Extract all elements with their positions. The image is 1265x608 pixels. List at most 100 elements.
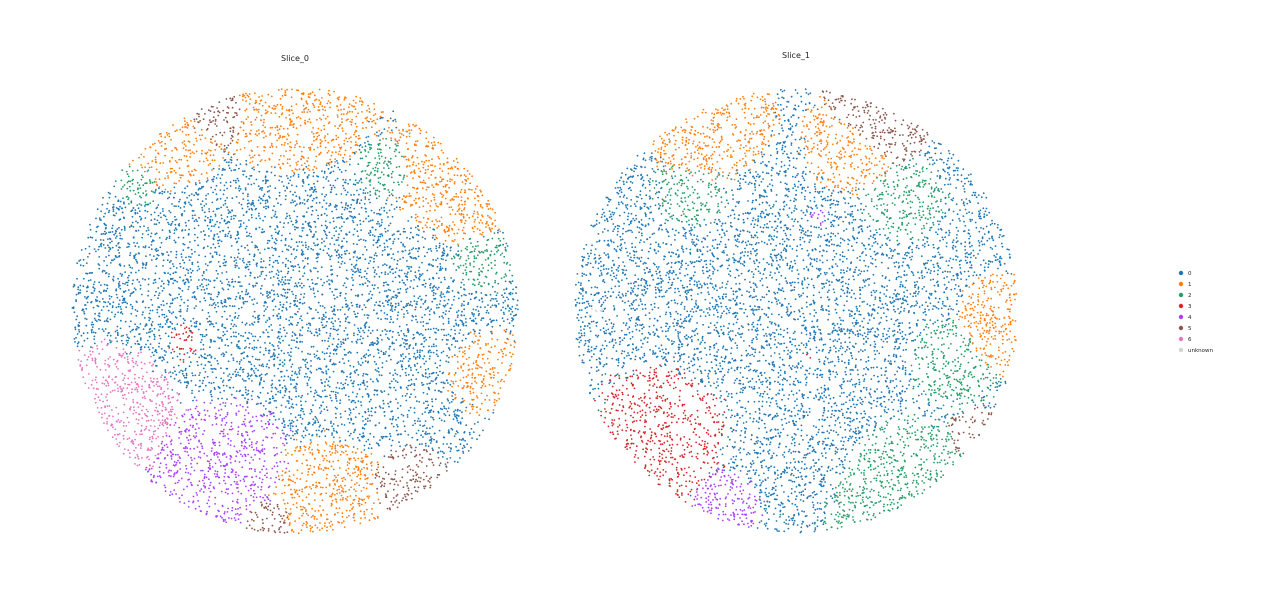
point-cluster-0 [211,219,214,221]
point-cluster-1 [339,154,342,156]
point-cluster-0 [367,232,370,235]
point-cluster-2 [382,184,385,187]
point-cluster-5 [420,477,422,479]
point-cluster-0 [306,384,309,387]
point-cluster-0 [397,238,400,240]
point-cluster-0 [132,279,135,282]
point-cluster-1 [441,170,444,173]
point-cluster-1 [300,93,303,95]
point-cluster-4 [227,492,229,495]
point-cluster-2 [473,260,475,263]
point-cluster-0 [103,260,105,262]
point-cluster-0 [345,277,348,279]
point-cluster-6 [132,401,135,404]
point-cluster-0 [406,273,408,275]
point-cluster-4 [210,450,213,452]
point-cluster-4 [234,460,237,463]
point-cluster-0 [127,274,130,277]
point-cluster-1 [453,181,456,183]
point-cluster-4 [231,509,234,512]
point-cluster-0 [393,342,395,345]
point-cluster-0 [102,298,104,300]
point-cluster-0 [367,215,370,218]
point-cluster-0 [275,406,278,409]
point-cluster-1 [277,89,280,91]
point-cluster-0 [389,271,392,273]
point-cluster-1 [256,134,259,137]
point-cluster-1 [170,138,172,141]
point-cluster-0 [107,343,109,345]
point-cluster-0 [153,218,156,221]
point-cluster-0 [212,167,215,170]
point-cluster-5 [395,450,397,453]
point-cluster-0 [132,236,135,239]
point-cluster-1 [220,143,223,146]
point-cluster-0 [456,311,458,314]
point-cluster-1 [440,224,443,227]
point-cluster-6 [106,422,108,425]
point-cluster-0 [453,460,456,463]
point-cluster-1 [339,104,342,106]
point-cluster-2 [151,181,154,184]
point-cluster-1 [167,177,170,179]
point-cluster-0 [463,304,465,307]
point-cluster-1 [186,159,189,162]
point-cluster-0 [396,424,398,426]
point-cluster-0 [379,117,382,120]
point-cluster-0 [486,324,488,327]
point-cluster-0 [220,377,223,380]
point-cluster-0 [449,383,452,386]
point-cluster-1 [319,145,322,148]
point-cluster-0 [353,431,355,434]
point-cluster-0 [500,309,503,311]
point-cluster-0 [88,245,91,248]
point-cluster-1 [187,140,190,143]
point-cluster-0 [274,187,277,190]
point-cluster-0 [480,319,483,321]
point-cluster-5 [387,473,390,476]
point-cluster-1 [477,343,479,345]
point-cluster-0 [416,321,419,324]
point-cluster-2 [138,203,141,205]
point-cluster-0 [396,230,399,233]
point-cluster-1 [315,481,318,484]
point-cluster-1 [270,95,273,98]
point-cluster-0 [139,225,142,228]
point-cluster-1 [462,213,465,216]
point-cluster-0 [382,402,385,405]
point-cluster-1 [319,505,321,507]
point-cluster-0 [304,241,307,244]
point-cluster-1 [321,527,323,530]
point-cluster-0 [231,319,234,322]
point-cluster-0 [443,299,446,302]
point-cluster-0 [226,278,228,281]
point-cluster-1 [342,497,344,499]
point-cluster-0 [374,368,377,371]
point-cluster-0 [397,274,400,277]
point-cluster-1 [338,485,340,488]
point-cluster-0 [321,339,324,342]
point-cluster-0 [217,273,219,275]
point-cluster-0 [358,331,361,333]
point-cluster-6 [128,383,131,386]
point-cluster-3 [194,349,197,352]
point-cluster-4 [259,495,262,498]
point-cluster-0 [285,257,288,260]
point-cluster-5 [413,486,416,489]
point-cluster-0 [418,229,420,232]
point-cluster-2 [462,272,465,275]
point-cluster-3 [180,347,183,350]
point-cluster-0 [272,345,275,347]
point-cluster-1 [472,230,475,233]
point-cluster-4 [170,439,173,441]
point-cluster-1 [474,218,476,221]
point-cluster-0 [152,370,155,373]
point-cluster-6 [105,384,108,387]
point-cluster-0 [310,390,312,393]
point-cluster-6 [156,413,159,416]
point-cluster-1 [456,174,459,177]
point-cluster-0 [317,256,319,259]
point-cluster-0 [437,286,440,289]
point-cluster-0 [301,418,304,420]
point-cluster-6 [116,360,118,363]
